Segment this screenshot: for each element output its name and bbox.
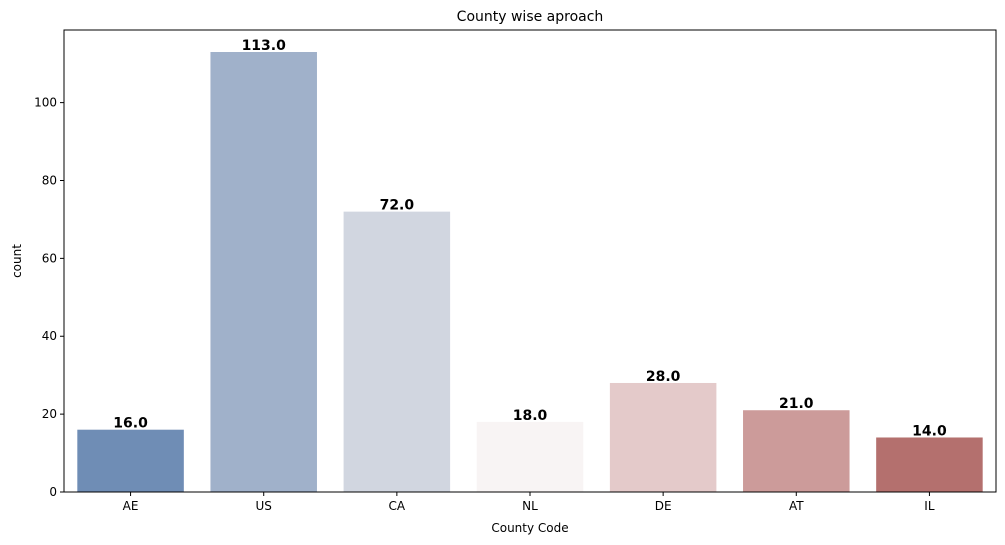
x-tick-label-ae: AE <box>123 499 139 513</box>
data-label-ae: 16.0 <box>113 416 148 432</box>
data-label-us: 113.0 <box>242 38 287 54</box>
x-axis-label: County Code <box>491 521 568 535</box>
bar-at <box>743 410 850 492</box>
bar-nl <box>476 421 584 492</box>
x-tick-label-nl: NL <box>522 499 538 513</box>
plot-area: 0 20 40 60 80 100 16.0 AE 113.0 US 72.0 CA 18.0 NL 28.… <box>34 38 983 513</box>
x-tick-label-us: US <box>256 499 272 513</box>
bar-il <box>876 437 983 492</box>
y-tick-label: 80 <box>42 173 57 187</box>
bar-ae <box>77 429 184 492</box>
y-tick-label: 0 <box>49 485 57 499</box>
y-tick-label: 100 <box>34 96 57 110</box>
y-tick-label: 20 <box>42 407 57 421</box>
y-axis-label: count <box>10 244 24 278</box>
data-label-il: 14.0 <box>912 423 947 439</box>
data-label-at: 21.0 <box>779 396 814 412</box>
bar-ca <box>343 211 451 493</box>
x-tick-label-ca: CA <box>389 499 406 513</box>
bar-us <box>210 52 317 492</box>
plot-frame <box>63 29 997 493</box>
x-tick-label-il: IL <box>924 499 935 513</box>
y-tick-label: 40 <box>42 329 57 343</box>
chart-title: County wise aproach <box>457 9 604 25</box>
data-label-de: 28.0 <box>646 369 681 385</box>
x-tick-label-de: DE <box>655 499 672 513</box>
data-label-ca: 72.0 <box>380 198 415 214</box>
y-tick-label: 60 <box>42 251 57 265</box>
x-tick-label-at: AT <box>789 499 804 513</box>
data-label-nl: 18.0 <box>513 408 548 424</box>
bar-de <box>609 382 717 492</box>
